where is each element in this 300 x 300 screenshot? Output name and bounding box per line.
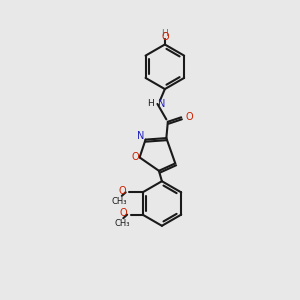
Text: O: O [118, 186, 126, 196]
Text: O: O [131, 152, 139, 162]
Text: O: O [119, 208, 127, 218]
Text: CH₃: CH₃ [114, 219, 130, 228]
Text: N: N [137, 131, 145, 141]
Text: O: O [186, 112, 193, 122]
Text: O: O [161, 32, 169, 41]
Text: H: H [161, 29, 168, 38]
Text: N: N [158, 99, 165, 109]
Text: CH₃: CH₃ [112, 196, 128, 206]
Text: H: H [147, 99, 154, 108]
